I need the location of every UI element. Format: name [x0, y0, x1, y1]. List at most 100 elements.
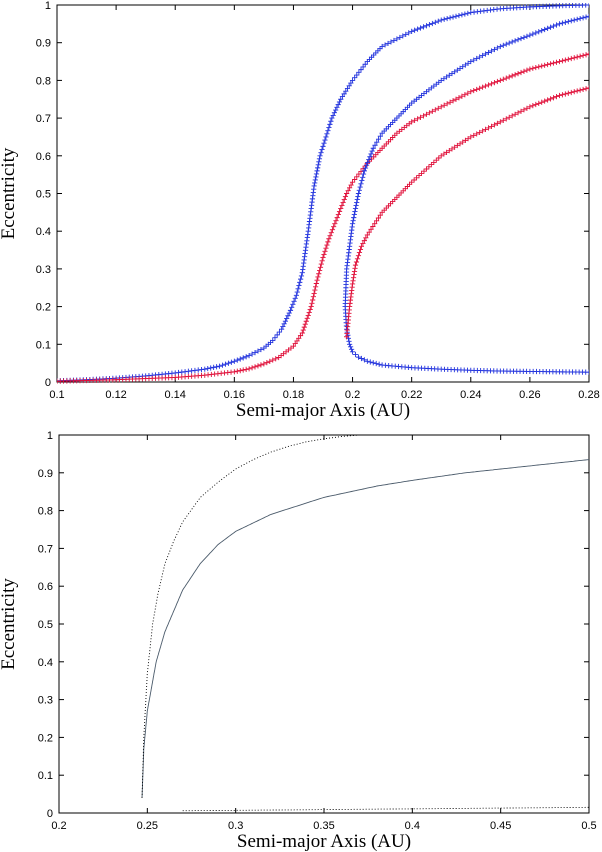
data-point-plus — [351, 268, 358, 275]
data-point-plus — [547, 24, 554, 30]
data-point-plus — [356, 171, 362, 177]
x-tick-label: 0.3 — [228, 820, 243, 832]
y-tick-label: 0.6 — [38, 581, 53, 593]
y-tick-label: 1 — [45, 0, 51, 12]
data-point-plus — [423, 166, 430, 172]
data-point-plus — [287, 307, 294, 313]
data-point-plus — [330, 112, 336, 119]
data-point-plus — [559, 58, 565, 64]
data-point-plus — [547, 96, 554, 102]
data-point-plus — [299, 270, 305, 276]
data-point-plus — [361, 238, 367, 244]
y-tick-label: 0.4 — [36, 226, 51, 238]
data-point-plus — [313, 171, 320, 177]
data-point-plus — [456, 95, 462, 101]
data-point-plus — [565, 18, 571, 25]
data-point-plus — [468, 89, 474, 95]
data-point-plus — [418, 170, 425, 176]
data-point-plus — [435, 105, 441, 111]
data-point-plus — [267, 358, 273, 364]
data-point-plus — [341, 196, 347, 203]
y-tick-label: 0.7 — [36, 113, 51, 125]
data-point-plus — [409, 28, 415, 34]
data-point-plus — [474, 86, 480, 93]
plot-area — [57, 3, 589, 384]
data-point-plus — [443, 149, 450, 155]
x-tick-label: 0.2 — [345, 389, 360, 401]
data-point-plus — [545, 61, 551, 68]
data-point-plus — [362, 61, 368, 67]
data-point-plus — [446, 72, 452, 78]
data-point-plus — [379, 209, 385, 215]
data-point-plus — [385, 40, 391, 47]
data-point-plus — [366, 229, 372, 235]
data-point-plus — [335, 102, 341, 108]
data-point-plus — [454, 67, 460, 73]
data-point-plus — [426, 164, 432, 170]
data-point-plus — [436, 155, 442, 161]
data-point-plus — [474, 55, 480, 62]
data-point-plus — [308, 304, 314, 310]
data-point-plus — [500, 117, 506, 123]
data-point-plus — [462, 92, 468, 98]
data-point-plus — [323, 245, 329, 251]
data-point-plus — [400, 33, 406, 39]
data-point-plus — [352, 205, 359, 212]
data-point-plus — [270, 357, 276, 363]
data-point-plus — [539, 63, 545, 69]
y-tick-label: 0.7 — [38, 543, 53, 555]
data-point-plus — [426, 22, 432, 28]
data-point-plus — [420, 24, 427, 30]
data-point-plus — [503, 41, 509, 47]
y-axis-title: Eccentricity — [0, 578, 19, 670]
data-point-plus — [324, 131, 330, 137]
data-point-plus — [426, 110, 432, 116]
data-point-plus — [443, 74, 450, 80]
data-point-plus — [438, 104, 444, 110]
data-point-plus — [446, 148, 452, 154]
data-point-plus — [414, 116, 421, 122]
data-point-plus — [571, 55, 577, 61]
data-point-plus — [553, 22, 560, 28]
data-point-plus — [403, 31, 409, 38]
data-point-plus — [530, 31, 536, 37]
data-point-plus — [545, 25, 551, 31]
data-point-plus — [379, 130, 385, 136]
data-point-plus — [438, 17, 444, 23]
data-point-plus — [482, 126, 489, 133]
data-point-plus — [302, 321, 308, 327]
data-point-plus — [319, 146, 325, 153]
x-tick-label: 0.45 — [490, 820, 511, 832]
data-point-plus — [331, 110, 337, 116]
data-point-plus — [536, 100, 542, 106]
data-point-plus — [222, 361, 229, 367]
data-point-plus — [556, 58, 563, 65]
y-tick-label: 1 — [47, 430, 53, 442]
data-point-plus — [336, 99, 343, 105]
data-point-plus — [586, 369, 589, 375]
data-point-plus — [328, 230, 334, 236]
data-point-plus — [325, 239, 331, 245]
data-point-plus — [358, 355, 365, 362]
data-point-plus — [351, 215, 357, 221]
data-point-plus — [349, 179, 356, 185]
data-point-plus — [276, 329, 283, 335]
data-point-plus — [524, 67, 530, 73]
data-point-plus — [360, 171, 367, 177]
data-point-plus — [370, 145, 376, 151]
data-point-plus — [273, 356, 279, 362]
data-point-plus — [317, 264, 324, 270]
data-point-plus — [323, 134, 329, 140]
data-point-plus — [497, 77, 503, 83]
data-point-plus — [318, 261, 324, 267]
data-point-plus — [512, 72, 518, 78]
data-point-plus — [312, 287, 318, 293]
data-point-plus — [583, 52, 589, 58]
data-point-plus — [363, 235, 369, 241]
data-point-plus — [580, 15, 586, 21]
data-point-plus — [491, 46, 498, 53]
data-point-plus — [296, 282, 302, 289]
data-point-plus — [449, 70, 455, 77]
x-tick-label: 0.22 — [401, 389, 422, 401]
data-point-plus — [282, 318, 289, 324]
